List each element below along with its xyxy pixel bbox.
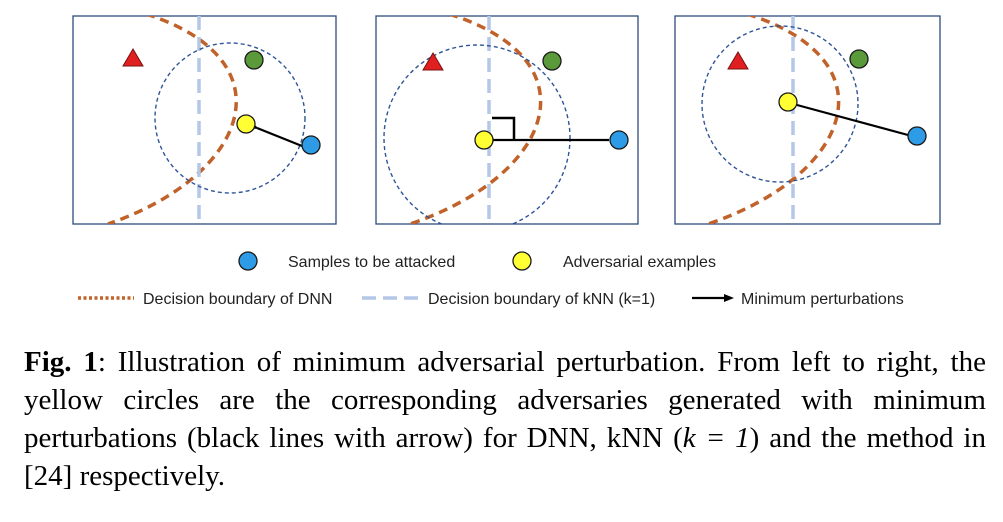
legend: Samples to be attacked Adversarial examp… xyxy=(78,251,904,308)
dnn-boundary-curve xyxy=(409,16,543,224)
legend-adversarial-label: Adversarial examples xyxy=(563,254,716,271)
legend-yellow-swatch xyxy=(512,251,532,271)
dnn-boundary-curve xyxy=(707,16,841,224)
panel-dnn xyxy=(72,15,337,225)
legend-blue-swatch xyxy=(238,251,258,271)
yellow-adversarial-point xyxy=(474,130,494,150)
neighborhood-circle xyxy=(701,25,859,183)
green-sample-point xyxy=(849,49,869,69)
neighborhood-circle xyxy=(383,44,571,224)
illustration-diagram: Samples to be attacked Adversarial examp… xyxy=(72,15,941,308)
yellow-adversarial-point xyxy=(236,114,256,134)
legend-perturbation-label: Minimum perturbations xyxy=(741,291,904,308)
perturbation-arrow xyxy=(788,99,909,137)
class-triangle xyxy=(122,48,144,67)
blue-sample-point xyxy=(907,126,927,146)
green-sample-point xyxy=(542,51,562,71)
class-triangle xyxy=(727,51,749,70)
figure-caption: Fig. 1: Illustration of minimum adversar… xyxy=(24,343,986,495)
yellow-adversarial-point xyxy=(778,92,798,112)
panel-frame xyxy=(72,15,337,225)
neighborhood-circle xyxy=(154,42,306,194)
perturbation-arrow xyxy=(248,121,303,148)
right-angle-marker xyxy=(492,116,516,140)
panel-method xyxy=(674,15,941,225)
legend-arrowhead xyxy=(724,294,734,302)
class-triangle xyxy=(422,52,444,71)
caption-text-before: : Illustration of minimum adversarial pe… xyxy=(24,346,986,454)
green-sample-point xyxy=(244,50,264,70)
caption-figure-label: Fig. 1 xyxy=(24,346,98,378)
blue-sample-point xyxy=(301,135,321,155)
panel-knn xyxy=(375,15,639,225)
dnn-boundary-curve xyxy=(107,16,238,224)
caption-math: k = 1 xyxy=(682,422,750,454)
legend-dnn-label: Decision boundary of DNN xyxy=(143,291,332,308)
blue-sample-point xyxy=(609,130,629,150)
caption-text-after: ) and the method in [24] respectively. xyxy=(24,422,986,492)
panel-frame xyxy=(674,15,941,225)
panel-frame xyxy=(375,15,639,225)
legend-knn-label: Decision boundary of kNN (k=1) xyxy=(428,291,655,308)
legend-samples-label: Samples to be attacked xyxy=(288,254,455,271)
